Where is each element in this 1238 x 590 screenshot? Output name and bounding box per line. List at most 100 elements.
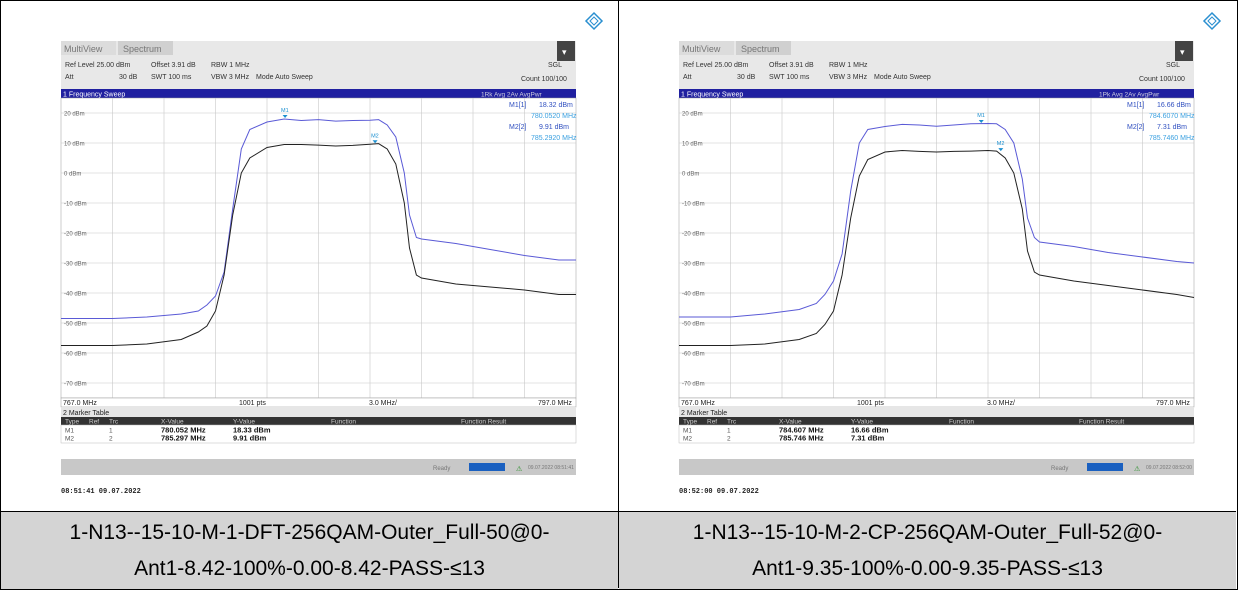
y-tick-label: -20 dBm bbox=[64, 232, 87, 238]
mode: Mode Auto Sweep bbox=[256, 74, 313, 81]
logo-diamond-inner bbox=[589, 16, 599, 26]
tab-multiview-label: MultiView bbox=[64, 44, 103, 54]
rbw: RBW 1 MHz bbox=[829, 62, 868, 69]
marker-table-cell: 18.33 dBm bbox=[233, 426, 271, 435]
y-tick-label: -40 dBm bbox=[64, 292, 87, 298]
y-tick-label: -50 dBm bbox=[682, 322, 705, 328]
y-tick-label: -60 dBm bbox=[682, 352, 705, 358]
y-tick-label: -70 dBm bbox=[64, 382, 87, 388]
sweep-titlebar bbox=[679, 89, 1194, 98]
ref-level: Ref Level 25.00 dBm bbox=[683, 62, 749, 69]
right-caption-line2: Ant1-9.35-100%-0.00-9.35-PASS-≤13 bbox=[752, 556, 1103, 580]
swt: SWT 100 ms bbox=[769, 74, 810, 81]
right-analyzer-screenshot: MultiView Spectrum ▾ Ref Level 25.00 dBm Off… bbox=[678, 11, 1222, 496]
logo-diamond-outer bbox=[1202, 11, 1222, 31]
y-tick-label: -70 dBm bbox=[682, 382, 705, 388]
x-end-label: 797.0 MHz bbox=[1156, 400, 1190, 407]
m2-readout-label: M2[2] bbox=[509, 124, 527, 131]
y-tick-label: -10 dBm bbox=[682, 202, 705, 208]
marker-table-header: Y-Value bbox=[233, 419, 255, 426]
progress-indicator bbox=[469, 463, 505, 471]
m2-readout-label: M2[2] bbox=[1127, 124, 1145, 131]
menu-button bbox=[557, 41, 575, 61]
m1-readout-label: M1[1] bbox=[509, 102, 527, 109]
x-points-label: 1001 pts bbox=[239, 400, 266, 407]
m1-readout-freq: 780.0520 MHz bbox=[531, 113, 577, 120]
marker-table-header-bg bbox=[679, 417, 1194, 425]
marker-table-header: X-Value bbox=[779, 419, 802, 426]
marker-table-cell: M2 bbox=[683, 436, 692, 443]
m1-readout-value: 16.66 dBm bbox=[1157, 102, 1191, 109]
marker-table-cell: 784.607 MHz bbox=[779, 426, 824, 435]
marker-label: M2 bbox=[997, 141, 1005, 147]
marker-table-cell: 2 bbox=[109, 436, 113, 443]
marker-table-header: Ref bbox=[89, 419, 99, 426]
marker-table-cell: M1 bbox=[65, 428, 74, 435]
x-end-label: 797.0 MHz bbox=[538, 400, 572, 407]
marker-label: M2 bbox=[371, 133, 379, 139]
status-datetime: 09.07.2022 08:51:41 bbox=[528, 465, 574, 471]
marker-table-cell: 9.91 dBm bbox=[233, 434, 267, 443]
att-value: 30 dB bbox=[119, 74, 138, 81]
screenshot-timestamp: 08:51:41 09.07.2022 bbox=[61, 488, 141, 496]
x-div-label: 3.0 MHz/ bbox=[987, 400, 1015, 407]
tab-multiview bbox=[679, 41, 734, 55]
marker-table-titlebar bbox=[61, 408, 576, 417]
vbw: VBW 3 MHz bbox=[829, 74, 868, 81]
count: Count 100/100 bbox=[1139, 76, 1185, 83]
status-datetime: 09.07.2022 08:52:00 bbox=[1146, 465, 1192, 471]
m2-readout-freq: 785.2920 MHz bbox=[531, 135, 577, 142]
att: Att bbox=[65, 74, 74, 81]
left-caption-line2: Ant1-8.42-100%-0.00-8.42-PASS-≤13 bbox=[134, 556, 485, 580]
marker-table-header: Function Result bbox=[1079, 419, 1124, 426]
marker-table-header: X-Value bbox=[161, 419, 184, 426]
mode: Mode Auto Sweep bbox=[874, 74, 931, 81]
marker-table-cell: M2 bbox=[65, 436, 74, 443]
sweep-title: 1 Frequency Sweep bbox=[681, 92, 743, 99]
x-div-label: 3.0 MHz/ bbox=[369, 400, 397, 407]
tab-spectrum bbox=[736, 41, 791, 55]
marker-label: M1 bbox=[281, 108, 289, 114]
sgl: SGL bbox=[548, 62, 562, 69]
m2-readout-freq: 785.7460 MHz bbox=[1149, 135, 1195, 142]
trace-legend: 1Rk Avg 2Av AvgPwr bbox=[481, 92, 543, 99]
att: Att bbox=[683, 74, 692, 81]
m2-readout-value: 9.91 dBm bbox=[539, 124, 569, 131]
m1-readout-freq: 784.6070 MHz bbox=[1149, 113, 1195, 120]
marker-table-cell: 1 bbox=[727, 428, 731, 435]
rbw: RBW 1 MHz bbox=[211, 62, 250, 69]
status-ready: Ready bbox=[433, 466, 450, 472]
status-ready: Ready bbox=[1051, 466, 1068, 472]
y-tick-label: -30 dBm bbox=[682, 262, 705, 268]
trace-2 bbox=[61, 143, 576, 346]
status-icon: ⚠ bbox=[1134, 465, 1140, 473]
vbw: VBW 3 MHz bbox=[211, 74, 250, 81]
y-tick-label: 10 dBm bbox=[64, 142, 85, 148]
offset: Offset 3.91 dB bbox=[769, 62, 814, 69]
count: Count 100/100 bbox=[521, 76, 567, 83]
x-axis-footer bbox=[60, 397, 577, 408]
right-caption: 1-N13--15-10-M-2-CP-256QAM-Outer_Full-52… bbox=[619, 512, 1236, 589]
left-screenshot-panel: MultiView Spectrum ▾ Ref Level 25.00 dBm Off… bbox=[1, 1, 618, 511]
tab-spectrum-label: Spectrum bbox=[741, 44, 780, 54]
m2-readout-value: 7.31 dBm bbox=[1157, 124, 1187, 131]
x-start-label: 767.0 MHz bbox=[63, 400, 97, 407]
marker-table-header: Ref bbox=[707, 419, 717, 426]
marker-table-titlebar bbox=[679, 408, 1194, 417]
marker-table-header: Function Result bbox=[461, 419, 506, 426]
y-tick-label: 0 dBm bbox=[64, 172, 81, 178]
marker-table-cell: 785.297 MHz bbox=[161, 434, 206, 443]
trace-2 bbox=[679, 149, 1195, 346]
swt: SWT 100 ms bbox=[151, 74, 192, 81]
marker-table-title: 2 Marker Table bbox=[63, 410, 109, 417]
marker-table-cell: 785.746 MHz bbox=[779, 434, 824, 443]
y-tick-label: -30 dBm bbox=[64, 262, 87, 268]
marker-table-body bbox=[60, 424, 577, 444]
menu-button bbox=[1175, 41, 1193, 61]
marker-table-cell: 7.31 dBm bbox=[851, 434, 885, 443]
m1-readout-label: M1[1] bbox=[1127, 102, 1145, 109]
trace-1 bbox=[61, 118, 576, 319]
y-tick-label: -20 dBm bbox=[682, 232, 705, 238]
x-start-label: 767.0 MHz bbox=[681, 400, 715, 407]
tab-spectrum bbox=[118, 41, 173, 55]
